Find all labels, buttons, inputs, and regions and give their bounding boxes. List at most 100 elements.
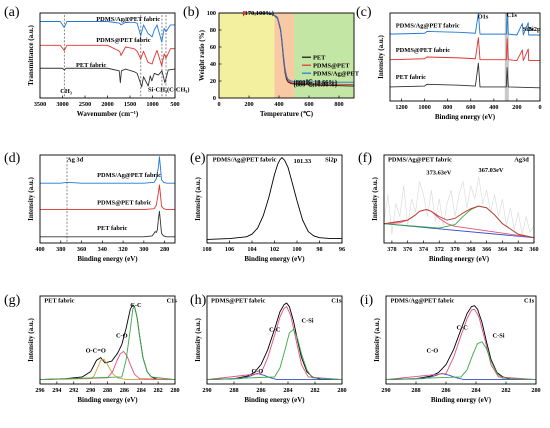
series-line-1	[40, 184, 175, 211]
series-line-0	[383, 176, 535, 235]
annotation-2: 101.33	[294, 158, 312, 165]
panel-b: (b) 0 200 400 600 800 0 20 40 60 80 100 Temperature …	[183, 5, 360, 118]
panel-f: (f) 378 376 374 372 370 368 366 364 362 360 Binding…	[358, 151, 539, 263]
x-tick-label: 100	[292, 246, 301, 253]
legend-label-2: PDMS/Ag@PET	[313, 70, 360, 77]
panel-d: (d) 400 380 360 340 320 300 280 Binding energy (…	[4, 151, 176, 263]
x-tick-label: 3000	[56, 101, 68, 108]
series-line-0	[39, 304, 175, 381]
panel-letter: (d)	[4, 151, 21, 166]
x-tick-label: 280	[160, 246, 169, 253]
y-tick-label: 40	[210, 61, 216, 68]
x-tick-label: 2500	[79, 101, 91, 108]
x-tick-label: 366	[482, 246, 491, 253]
annotation-2: Si2s	[523, 26, 535, 33]
x-axis-title: Binding energy (eV)	[77, 255, 138, 263]
annotation-3: C-O	[116, 333, 128, 340]
x-tick-label: 364	[498, 246, 507, 253]
x-tick-label: 280	[337, 387, 346, 394]
annotation-1: PDMS/Ag@PET fabric	[97, 172, 161, 179]
annotation-2: 373.63eV	[426, 170, 451, 177]
x-tick-label: 3500	[34, 101, 46, 108]
x-tick-label: 1000	[146, 101, 158, 108]
x-tick-label: 102	[270, 246, 279, 253]
y-axis-title: Weight ratio (%)	[198, 29, 206, 81]
series-line-0	[206, 157, 342, 240]
annotation-0: PDMS@PET fabric	[211, 297, 265, 304]
x-tick-label: 1500	[124, 101, 136, 108]
panel-e: (e) 108 106 104 102 100 98 96 Binding energy (eV…	[190, 151, 345, 263]
series-line-3	[39, 306, 176, 381]
annotation-3: Si2p	[528, 26, 541, 33]
x-tick-label: 360	[77, 246, 86, 253]
panel-letter: (i)	[360, 293, 374, 308]
series-line-2	[40, 67, 176, 88]
annotation-3: 367.03eV	[479, 167, 504, 174]
onset-marker	[242, 11, 247, 15]
x-tick-label: 98	[316, 246, 322, 253]
x-axis-title: Binding energy (eV)	[429, 255, 490, 263]
series-line-1	[40, 44, 175, 67]
x-tick-label: 290	[202, 387, 211, 394]
annotation-0: (170,100%)	[243, 10, 274, 17]
series-line-0	[206, 302, 342, 381]
y-axis-title: Intensity (a.u.)	[27, 176, 35, 220]
x-tick-label: 290	[86, 387, 95, 394]
annotation-3: PET fabric	[97, 225, 127, 232]
annotation-1: Si2p	[325, 156, 338, 163]
y-axis-title: Intensity (a.u.)	[377, 34, 385, 78]
shaded-region-1	[274, 13, 294, 98]
annotation-1: C1s	[524, 297, 535, 304]
panel-letter: (h)	[190, 293, 207, 308]
x-tick-label: 0	[538, 104, 541, 111]
panel-letter: (e)	[190, 151, 206, 166]
x-axis-title: Binding energy (eV)	[244, 255, 305, 263]
x-tick-label: 286	[120, 387, 129, 394]
annotation-2: C-C	[457, 325, 469, 332]
series-line-0	[40, 156, 175, 184]
annotation-0: O1s	[478, 14, 489, 21]
annotation-1: C1s	[167, 297, 178, 304]
panel-g: (g) 296 294 292 290 288 286 284 282 280 Binding en…	[4, 293, 180, 404]
annotation-1: (800℃,18.66%)	[294, 79, 337, 86]
plot-frame	[383, 154, 535, 244]
series-line-3	[385, 341, 537, 381]
annotation-1: PDMS@PET fabric	[96, 37, 150, 44]
x-tick-label: 286	[256, 387, 265, 394]
annotation-2: (800℃,16.06%)	[294, 81, 337, 88]
x-tick-label: 200	[244, 101, 253, 108]
series-line-3	[206, 328, 343, 381]
annotation-4: PDMS/Ag@PET fabric	[396, 22, 460, 29]
y-tick-label: 20	[210, 78, 216, 85]
x-tick-label: 320	[118, 246, 127, 253]
plot-frame	[39, 295, 176, 385]
annotation-1: C1s	[507, 12, 518, 19]
x-tick-label: 280	[170, 387, 179, 394]
x-axis-title: Binding energy (eV)	[77, 396, 138, 404]
series-line-2	[206, 306, 343, 381]
annotation-3: CH₃	[60, 88, 72, 95]
series-line-1	[39, 358, 175, 381]
x-tick-label: 96	[339, 246, 345, 253]
panel-i: (i) 290 288 286 284 282 280 Binding energy (eV)…	[360, 293, 541, 404]
y-axis-title: Intensity (a.u.)	[371, 176, 379, 220]
x-tick-label: 280	[531, 387, 540, 394]
x-tick-label: 1000	[418, 104, 430, 111]
x-tick-label: 288	[103, 387, 112, 394]
annotation-2: C-C	[130, 302, 142, 309]
annotation-1: C1s	[331, 297, 342, 304]
x-tick-label: 106	[225, 246, 234, 253]
panel-letter: (g)	[4, 293, 21, 308]
x-tick-label: 284	[137, 387, 146, 394]
x-tick-label: 378	[387, 246, 396, 253]
y-tick-label: 0	[213, 95, 216, 102]
annotation-4: C-O	[427, 348, 439, 355]
annotation-0: PDMS/Ag@PET fabric	[96, 16, 160, 23]
x-tick-label: 600	[466, 104, 475, 111]
legend-label-0: PET	[313, 54, 326, 61]
annotation-6: PET fabric	[396, 74, 426, 81]
panel-a: (a) 3500 3000 2500 2000 1500 1000 500 Wavenumber…	[4, 5, 189, 118]
annotation-2: PDMS@PET fabric	[97, 200, 151, 207]
x-tick-label: 108	[202, 246, 211, 253]
shaded-region-0	[219, 13, 275, 98]
